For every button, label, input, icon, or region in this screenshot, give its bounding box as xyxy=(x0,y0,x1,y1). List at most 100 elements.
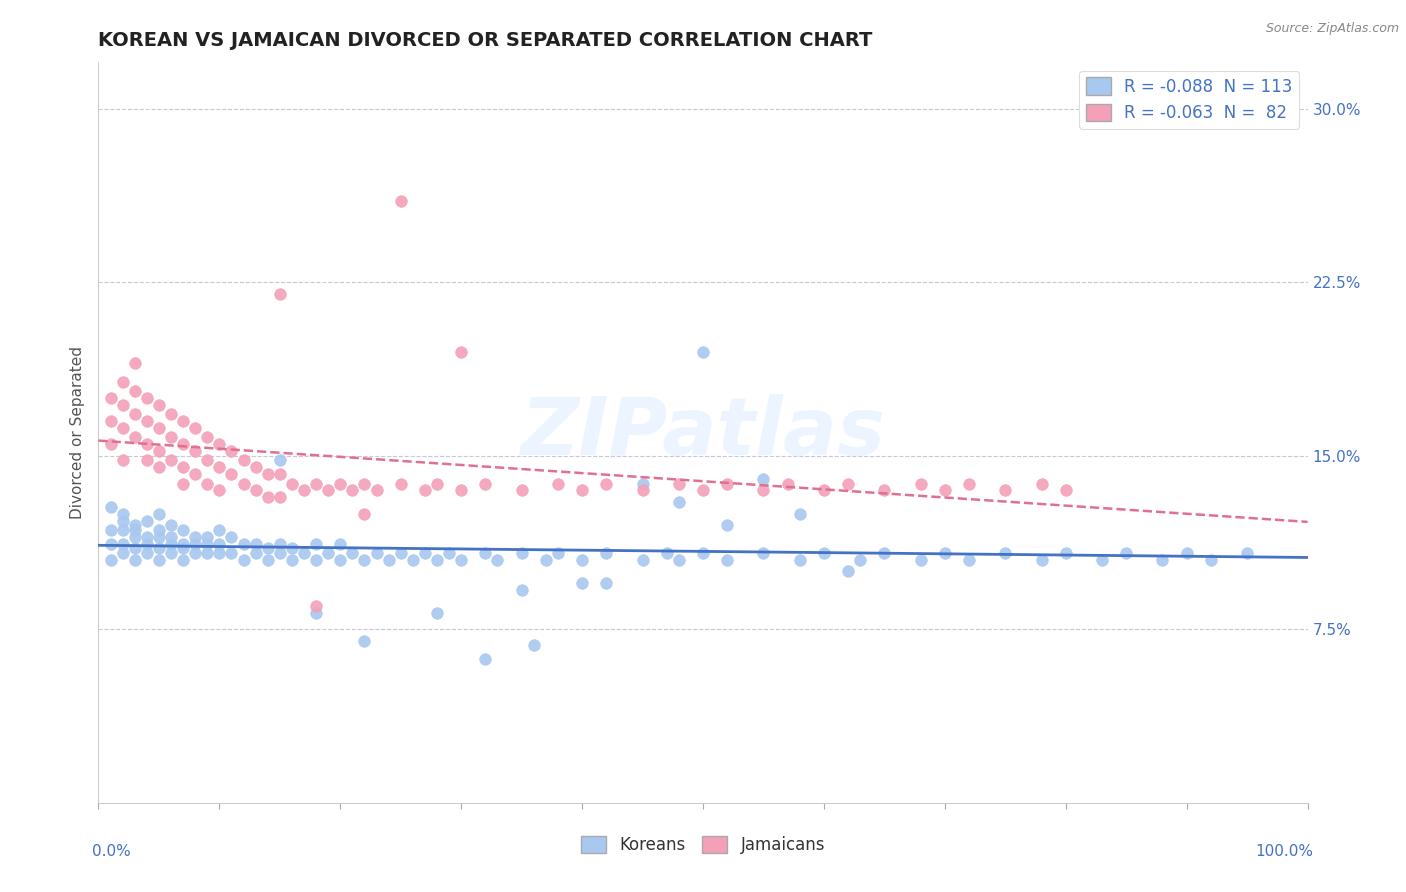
Point xyxy=(160,430,183,444)
Point xyxy=(426,476,449,491)
Point xyxy=(510,546,533,560)
Point xyxy=(668,553,690,567)
Point xyxy=(172,541,194,556)
Point xyxy=(692,483,714,498)
Point xyxy=(571,483,593,498)
Point xyxy=(195,530,218,544)
Legend: Koreans, Jamaicans: Koreans, Jamaicans xyxy=(574,830,832,861)
Point xyxy=(135,536,157,550)
Point xyxy=(111,514,134,528)
Point xyxy=(910,476,932,491)
Point xyxy=(135,453,157,467)
Point xyxy=(342,483,364,498)
Point xyxy=(413,483,436,498)
Point xyxy=(100,523,122,537)
Point xyxy=(789,507,811,521)
Point xyxy=(124,553,146,567)
Point xyxy=(510,582,533,597)
Point xyxy=(208,460,231,475)
Point xyxy=(1031,553,1053,567)
Point xyxy=(100,553,122,567)
Point xyxy=(994,483,1017,498)
Point xyxy=(292,546,315,560)
Point xyxy=(402,553,425,567)
Point xyxy=(389,476,412,491)
Point xyxy=(160,518,183,533)
Point xyxy=(221,444,243,458)
Point xyxy=(184,546,207,560)
Point xyxy=(547,546,569,560)
Point xyxy=(148,530,170,544)
Point xyxy=(245,460,267,475)
Point xyxy=(148,444,170,458)
Point xyxy=(353,507,375,521)
Point xyxy=(571,576,593,591)
Point xyxy=(910,553,932,567)
Point xyxy=(195,430,218,444)
Text: ZIPatlas: ZIPatlas xyxy=(520,393,886,472)
Point xyxy=(353,553,375,567)
Point xyxy=(316,546,339,560)
Point xyxy=(148,507,170,521)
Point xyxy=(184,444,207,458)
Text: 0.0%: 0.0% xyxy=(93,844,131,858)
Point xyxy=(716,553,738,567)
Point xyxy=(342,546,364,560)
Point xyxy=(135,437,157,451)
Point xyxy=(655,546,678,560)
Point xyxy=(716,476,738,491)
Point xyxy=(160,453,183,467)
Point xyxy=(486,553,509,567)
Text: Source: ZipAtlas.com: Source: ZipAtlas.com xyxy=(1265,22,1399,36)
Point xyxy=(305,599,328,614)
Point xyxy=(184,536,207,550)
Point xyxy=(269,453,291,467)
Point xyxy=(124,430,146,444)
Point xyxy=(148,398,170,412)
Point xyxy=(873,546,896,560)
Point xyxy=(1199,553,1222,567)
Point xyxy=(1091,553,1114,567)
Point xyxy=(474,652,496,666)
Point xyxy=(389,194,412,209)
Point xyxy=(692,344,714,359)
Point xyxy=(221,530,243,544)
Point xyxy=(510,483,533,498)
Point xyxy=(124,356,146,370)
Point xyxy=(1115,546,1137,560)
Point xyxy=(450,553,472,567)
Point xyxy=(256,491,278,505)
Point xyxy=(160,407,183,421)
Point xyxy=(232,553,254,567)
Point xyxy=(353,633,375,648)
Point xyxy=(305,553,328,567)
Point xyxy=(957,476,980,491)
Point xyxy=(100,414,122,428)
Point xyxy=(413,546,436,560)
Point xyxy=(873,483,896,498)
Point xyxy=(111,398,134,412)
Point xyxy=(450,344,472,359)
Point xyxy=(100,536,122,550)
Point xyxy=(172,414,194,428)
Point xyxy=(148,421,170,435)
Point xyxy=(437,546,460,560)
Point xyxy=(474,476,496,491)
Text: 100.0%: 100.0% xyxy=(1256,844,1313,858)
Point xyxy=(172,476,194,491)
Point xyxy=(111,536,134,550)
Point xyxy=(305,476,328,491)
Point xyxy=(208,536,231,550)
Point xyxy=(148,523,170,537)
Point xyxy=(135,546,157,560)
Point xyxy=(111,507,134,521)
Point xyxy=(957,553,980,567)
Point xyxy=(100,500,122,514)
Point xyxy=(813,546,835,560)
Point xyxy=(221,467,243,482)
Point xyxy=(329,553,352,567)
Point xyxy=(281,541,304,556)
Point xyxy=(934,483,956,498)
Point xyxy=(281,553,304,567)
Point xyxy=(1054,546,1077,560)
